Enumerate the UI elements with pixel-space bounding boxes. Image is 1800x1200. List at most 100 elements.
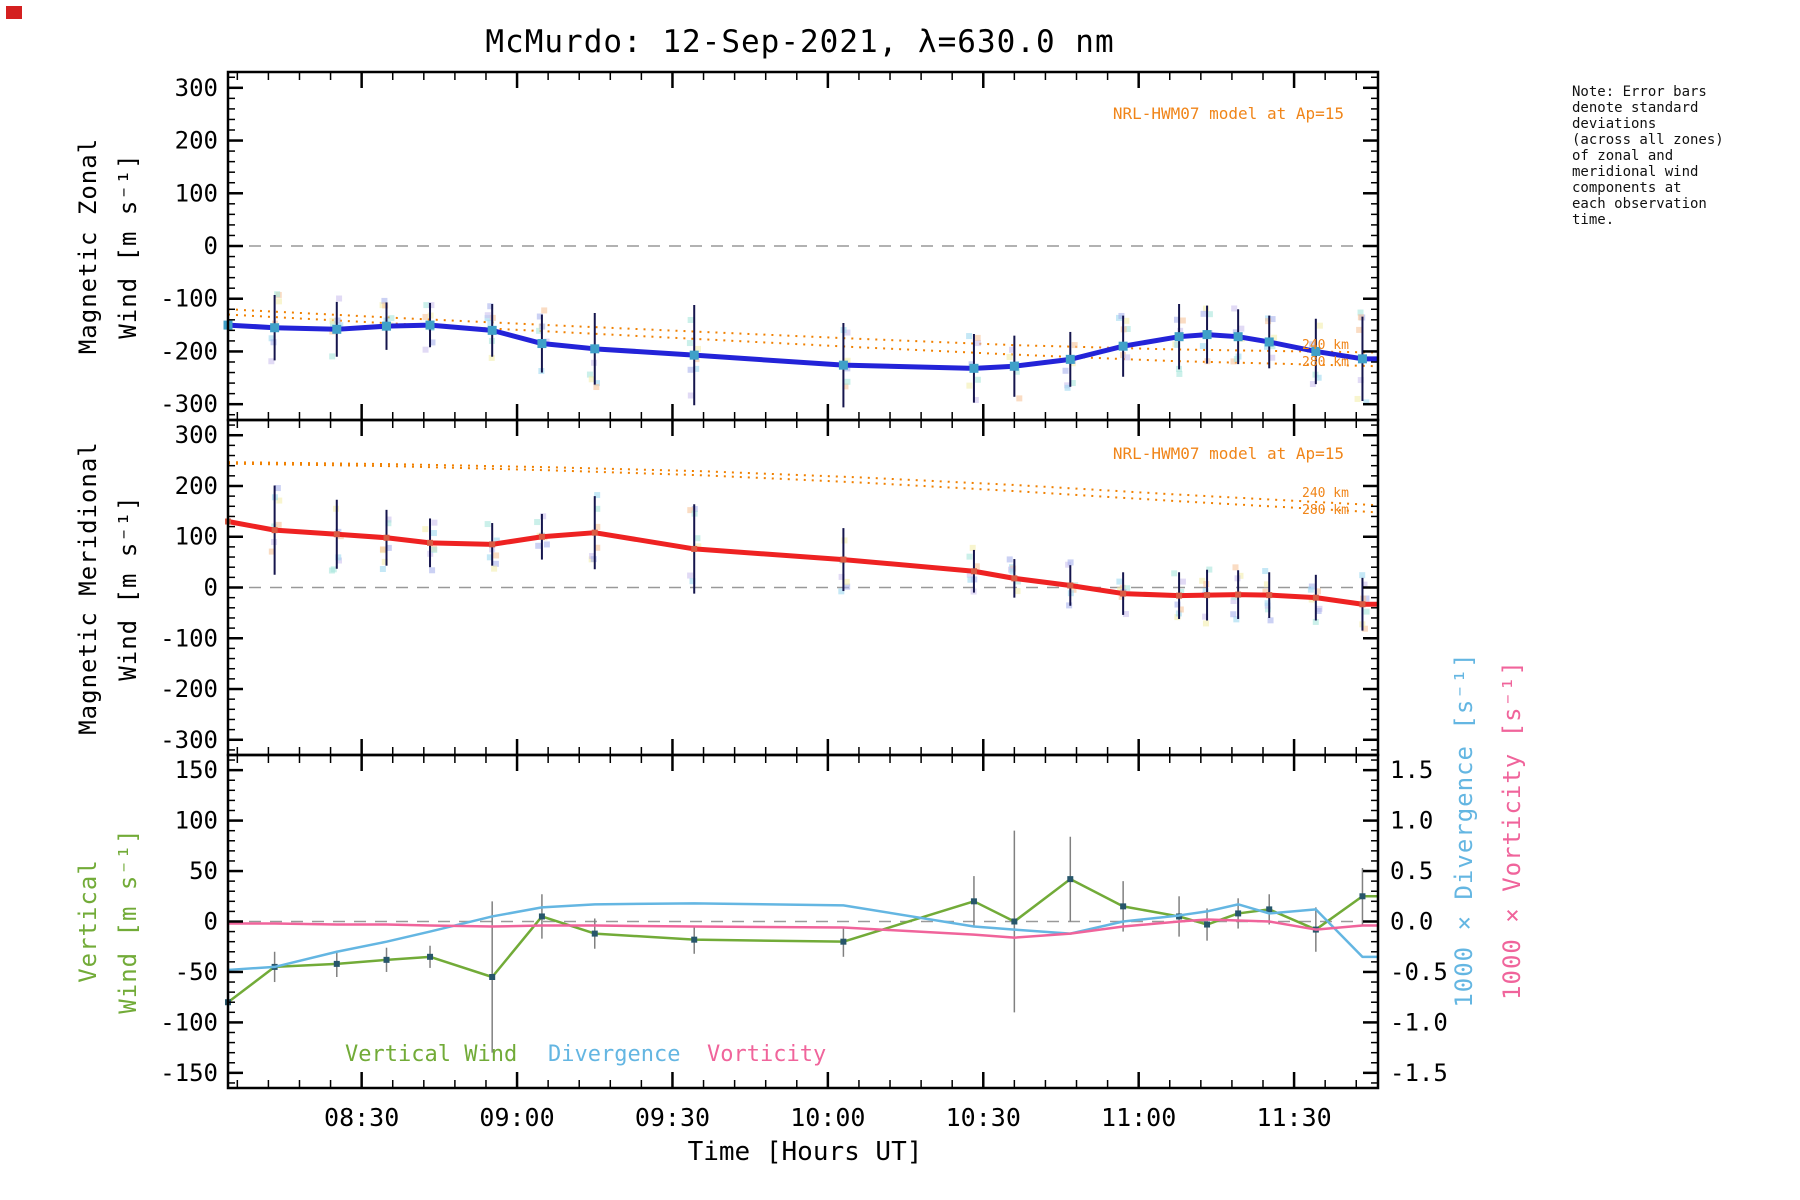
magnetic-zonal-ytick-label: -200 — [160, 337, 218, 365]
magnetic-zonal-zone-sample — [1200, 310, 1207, 317]
magnetic-meridional-meridional-wind-marker — [333, 531, 340, 538]
zonal-280km-label: 280 km — [1302, 355, 1349, 370]
vertical-divergence-vorticity-vertical-wind-marker — [489, 974, 496, 980]
magnetic-meridional-zone-sample — [1199, 577, 1206, 584]
magnetic-zonal-zone-sample — [1264, 343, 1271, 350]
magnetic-meridional-meridional-wind-marker — [591, 529, 598, 536]
magnetic-zonal-zone-sample — [974, 340, 981, 347]
magnetic-meridional-zone-sample — [838, 588, 845, 595]
magnetic-meridional-zone-sample — [486, 554, 493, 561]
magnetic-zonal-zone-sample — [1231, 305, 1238, 312]
magnetic-meridional-ytick-label: -200 — [160, 675, 218, 703]
magnetic-meridional-zone-sample — [1174, 614, 1181, 621]
magnetic-meridional-zone-sample — [689, 578, 696, 585]
magnetic-zonal-zone-sample — [1357, 377, 1364, 384]
magnetic-zonal-zonal-wind-marker — [1233, 332, 1243, 342]
magnetic-meridional-zone-sample — [1202, 588, 1209, 595]
magnetic-meridional-ytick-label: 100 — [175, 523, 218, 551]
magnetic-meridional-model-hwm07-280km — [227, 462, 1379, 514]
magnetic-meridional-meridional-wind-marker — [489, 541, 496, 548]
magnetic-zonal-zone-sample — [966, 382, 973, 389]
magnetic-meridional-meridional-wind-marker — [1359, 601, 1366, 608]
magnetic-meridional-zone-sample — [1014, 588, 1021, 595]
magnetic-zonal-zone-sample — [487, 303, 494, 310]
magnetic-zonal-zone-sample — [1118, 312, 1125, 319]
magnetic-meridional-ytick-label: -300 — [160, 726, 218, 754]
vertical-divergence-vorticity-ytick-label: -150 — [160, 1059, 218, 1087]
magnetic-meridional-zone-sample — [1178, 588, 1185, 595]
magnetic-meridional-meridional-wind-marker — [840, 556, 847, 563]
magnetic-meridional-zone-sample — [1118, 593, 1125, 600]
magnetic-zonal-ytick-label: 100 — [175, 179, 218, 207]
magnetic-meridional-zone-sample — [843, 578, 850, 585]
vorticity-axis-label: 1000 × Vorticity [s⁻¹] — [1498, 660, 1526, 1000]
legend-vertical-wind: Vertical Wind — [345, 1042, 518, 1067]
magnetic-zonal-zone-sample — [1357, 309, 1364, 316]
magnetic-zonal-zone-sample — [268, 335, 275, 342]
note-line: meridional wind — [1572, 164, 1699, 180]
magnetic-meridional-zone-sample — [534, 519, 541, 526]
magnetic-meridional-zone-sample — [1202, 613, 1209, 620]
legend-divergence: Divergence — [548, 1042, 681, 1067]
magnetic-zonal-zone-sample — [1124, 325, 1131, 332]
magnetic-meridional-zone-sample — [594, 492, 601, 499]
magnetic-meridional-meridional-wind-marker — [427, 539, 434, 546]
vertical-ylabel-line2: Wind [m s⁻¹] — [114, 828, 142, 1014]
magnetic-zonal-zonal-wind-marker — [382, 321, 392, 331]
magnetic-zonal-zone-sample — [329, 317, 336, 324]
magnetic-meridional-zone-sample — [589, 553, 596, 560]
magnetic-meridional-zone-sample — [430, 530, 437, 537]
corner-red-marker — [6, 6, 22, 19]
magnetic-meridional-zone-sample — [1006, 556, 1013, 563]
magnetic-zonal-zone-sample — [1315, 374, 1322, 381]
magnetic-zonal-zone-sample — [484, 312, 491, 319]
magnetic-meridional-meridional-wind-marker — [538, 533, 545, 540]
magnetic-meridional-ytick-label: 200 — [175, 472, 218, 500]
magnetic-meridional-zone-sample — [1263, 581, 1270, 588]
legend-vorticity: Vorticity — [707, 1042, 827, 1067]
magnetic-zonal-model-hwm07-240km — [227, 308, 1379, 354]
vertical-divergence-vorticity-ytick-label: 100 — [175, 807, 218, 835]
right-ytick-label: -0.5 — [1390, 958, 1448, 986]
magnetic-meridional-ytick-label: -100 — [160, 624, 218, 652]
magnetic-zonal-ytick-label: -100 — [160, 285, 218, 313]
magnetic-zonal-zone-sample — [1309, 341, 1316, 348]
magnetic-zonal-zone-sample — [966, 333, 973, 340]
magnetic-meridional-zone-sample — [1179, 578, 1186, 585]
magnetic-meridional-zone-sample — [1363, 608, 1370, 615]
magnetic-zonal-zone-sample — [687, 316, 694, 323]
magnetic-zonal-zone-sample — [1354, 395, 1361, 402]
magnetic-meridional-zone-sample — [1177, 606, 1184, 613]
magnetic-zonal-zone-sample — [541, 307, 548, 314]
magnetic-zonal-zone-sample — [1316, 322, 1323, 329]
zonal-240km-label: 240 km — [1302, 338, 1349, 353]
vertical-divergence-vorticity-vorticity-line — [228, 918, 1378, 939]
note-line: deviations — [1572, 116, 1657, 132]
vertical-divergence-vorticity-ytick-label: 150 — [175, 756, 218, 784]
magnetic-zonal-zone-sample — [844, 329, 851, 336]
x-tick-label: 11:30 — [1256, 1103, 1331, 1132]
meridional-model-annotation: NRL-HWM07 model at Ap=15 — [1112, 444, 1344, 463]
magnetic-zonal-zone-sample — [487, 319, 494, 326]
vertical-divergence-vorticity-vertical-wind-marker — [691, 936, 698, 943]
vertical-divergence-vorticity-vertical-wind-marker — [538, 913, 545, 920]
magnetic-zonal-zone-sample — [1238, 325, 1245, 332]
magnetic-zonal-zone-sample — [275, 298, 282, 305]
magnetic-zonal-zone-sample — [1199, 343, 1206, 350]
magnetic-zonal-zone-sample — [1009, 346, 1016, 353]
magnetic-zonal-zone-sample — [593, 380, 600, 387]
vertical-divergence-vorticity-vertical-wind-marker — [427, 953, 434, 960]
magnetic-meridional-zone-sample — [1230, 611, 1237, 618]
magnetic-zonal-zone-sample — [972, 397, 979, 404]
magnetic-meridional-zone-sample — [540, 513, 547, 520]
magnetic-meridional-meridional-wind-marker — [1011, 575, 1018, 582]
magnetic-zonal-zonal-wind-marker — [270, 323, 280, 333]
note-line: Note: Error bars — [1572, 84, 1707, 100]
vertical-divergence-vorticity-vertical-wind-marker — [1011, 918, 1018, 925]
magnetic-meridional-zone-sample — [385, 520, 392, 527]
magnetic-meridional-zone-sample — [379, 546, 386, 553]
magnetic-meridional-meridional-wind-marker — [1312, 594, 1319, 601]
magnetic-meridional-model-hwm07-240km — [227, 461, 1379, 507]
